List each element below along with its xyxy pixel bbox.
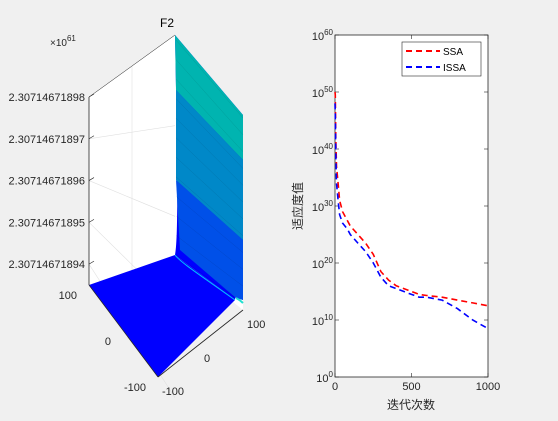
surface-y-axis-line <box>157 309 244 378</box>
surface-z-tick <box>88 260 95 265</box>
surface-z-ticks: 2.30714671894 2.30714671895 2.30714671896 2… <box>9 92 95 271</box>
surface-mesh-line <box>175 39 244 119</box>
surface-mesh-line <box>175 59 244 135</box>
convergence-y-tick-label: 100 <box>316 370 333 385</box>
legend-box <box>401 41 482 77</box>
surface-x-ticks: -100 0 100 <box>59 290 146 394</box>
legend-ssa-label: SSA <box>443 47 463 58</box>
surface-mesh-line <box>175 98 244 169</box>
surface-mesh <box>89 35 244 377</box>
surface-z-tick <box>88 177 95 181</box>
surface-y-tick-label: 100 <box>247 319 265 331</box>
surface-plot[interactable]: F2 ×1061 2.307146718942.307146718952.307… <box>9 16 266 398</box>
surface-z-exponent: ×1061 <box>50 34 76 49</box>
series-line-ssa <box>334 91 489 307</box>
surface-z-tick <box>88 93 95 98</box>
convergence-x-ticks: 0 500 1000 <box>332 35 500 393</box>
surface-z-tick-label: 2.30714671897 <box>9 134 85 146</box>
surface-x-tick-label: -100 <box>124 382 146 394</box>
surface-z-tick-label: 2.30714671894 <box>9 259 85 271</box>
surface-y-tick-label: -100 <box>162 386 184 398</box>
surface-x-axis-line <box>88 284 159 378</box>
surface-band-3 <box>175 35 243 160</box>
surface-band-2 <box>176 90 243 240</box>
surface-x-tick-label: 100 <box>59 290 77 302</box>
surface-floor <box>89 255 235 377</box>
convergence-x-label: 迭代次数 <box>387 397 435 412</box>
surface-mesh-line <box>175 137 244 203</box>
surface-title: F2 <box>160 16 174 30</box>
surface-mesh-line <box>175 235 244 287</box>
convergence-y-ticks: 100 1010 1020 1030 1040 1050 1060 <box>312 28 488 385</box>
convergence-y-tick-label: 1020 <box>312 256 334 271</box>
convergence-plot[interactable]: 100 1010 1020 1030 1040 1050 1060 0 500 1000 迭代次… <box>290 28 500 412</box>
surface-mesh-line <box>175 215 244 270</box>
surface-band-1 <box>176 180 243 300</box>
series-line-issa <box>334 103 489 330</box>
surface-z-exponent-base: ×10 <box>50 38 67 49</box>
surface-y-tick-label: 0 <box>204 353 210 365</box>
surface-mesh-line <box>175 254 244 304</box>
surface-edge-highlight <box>235 297 244 304</box>
surface-z-exponent-power: 61 <box>67 34 76 43</box>
convergence-series <box>334 91 489 330</box>
convergence-y-tick-label: 1010 <box>312 313 334 328</box>
surface-z-tick <box>88 219 95 223</box>
legend-issa-label: ISSA <box>443 63 466 74</box>
convergence-y-tick-label: 1030 <box>312 199 334 214</box>
convergence-x-tick-label: 0 <box>332 381 338 393</box>
surface-z-tick <box>88 135 95 140</box>
convergence-x-tick-label: 500 <box>402 381 420 393</box>
surface-mesh-line <box>175 157 244 220</box>
surface-z-tick-label: 2.30714671896 <box>9 176 85 188</box>
surface-mesh-line <box>175 118 244 186</box>
surface-mesh-line <box>175 78 244 152</box>
convergence-legend[interactable]: SSA ISSA <box>401 41 482 77</box>
surface-z-tick-label: 2.30714671898 <box>9 92 85 104</box>
convergence-y-tick-label: 1050 <box>312 85 334 100</box>
convergence-y-tick-label: 1040 <box>312 142 334 157</box>
surface-back-top-edge <box>88 34 176 98</box>
surface-mesh-line <box>175 196 244 253</box>
surface-z-tick-label: 2.30714671895 <box>9 217 85 229</box>
surface-bend-highlight <box>174 254 236 301</box>
surface-mesh-line <box>175 176 244 236</box>
convergence-plot-area <box>334 34 489 378</box>
convergence-x-tick-label: 1000 <box>476 381 500 393</box>
convergence-y-label: 适应度值 <box>290 182 305 230</box>
convergence-y-tick-label: 1060 <box>312 28 334 43</box>
surface-x-tick-label: 0 <box>105 336 111 348</box>
surface-y-ticks: -100 0 100 <box>162 319 265 398</box>
